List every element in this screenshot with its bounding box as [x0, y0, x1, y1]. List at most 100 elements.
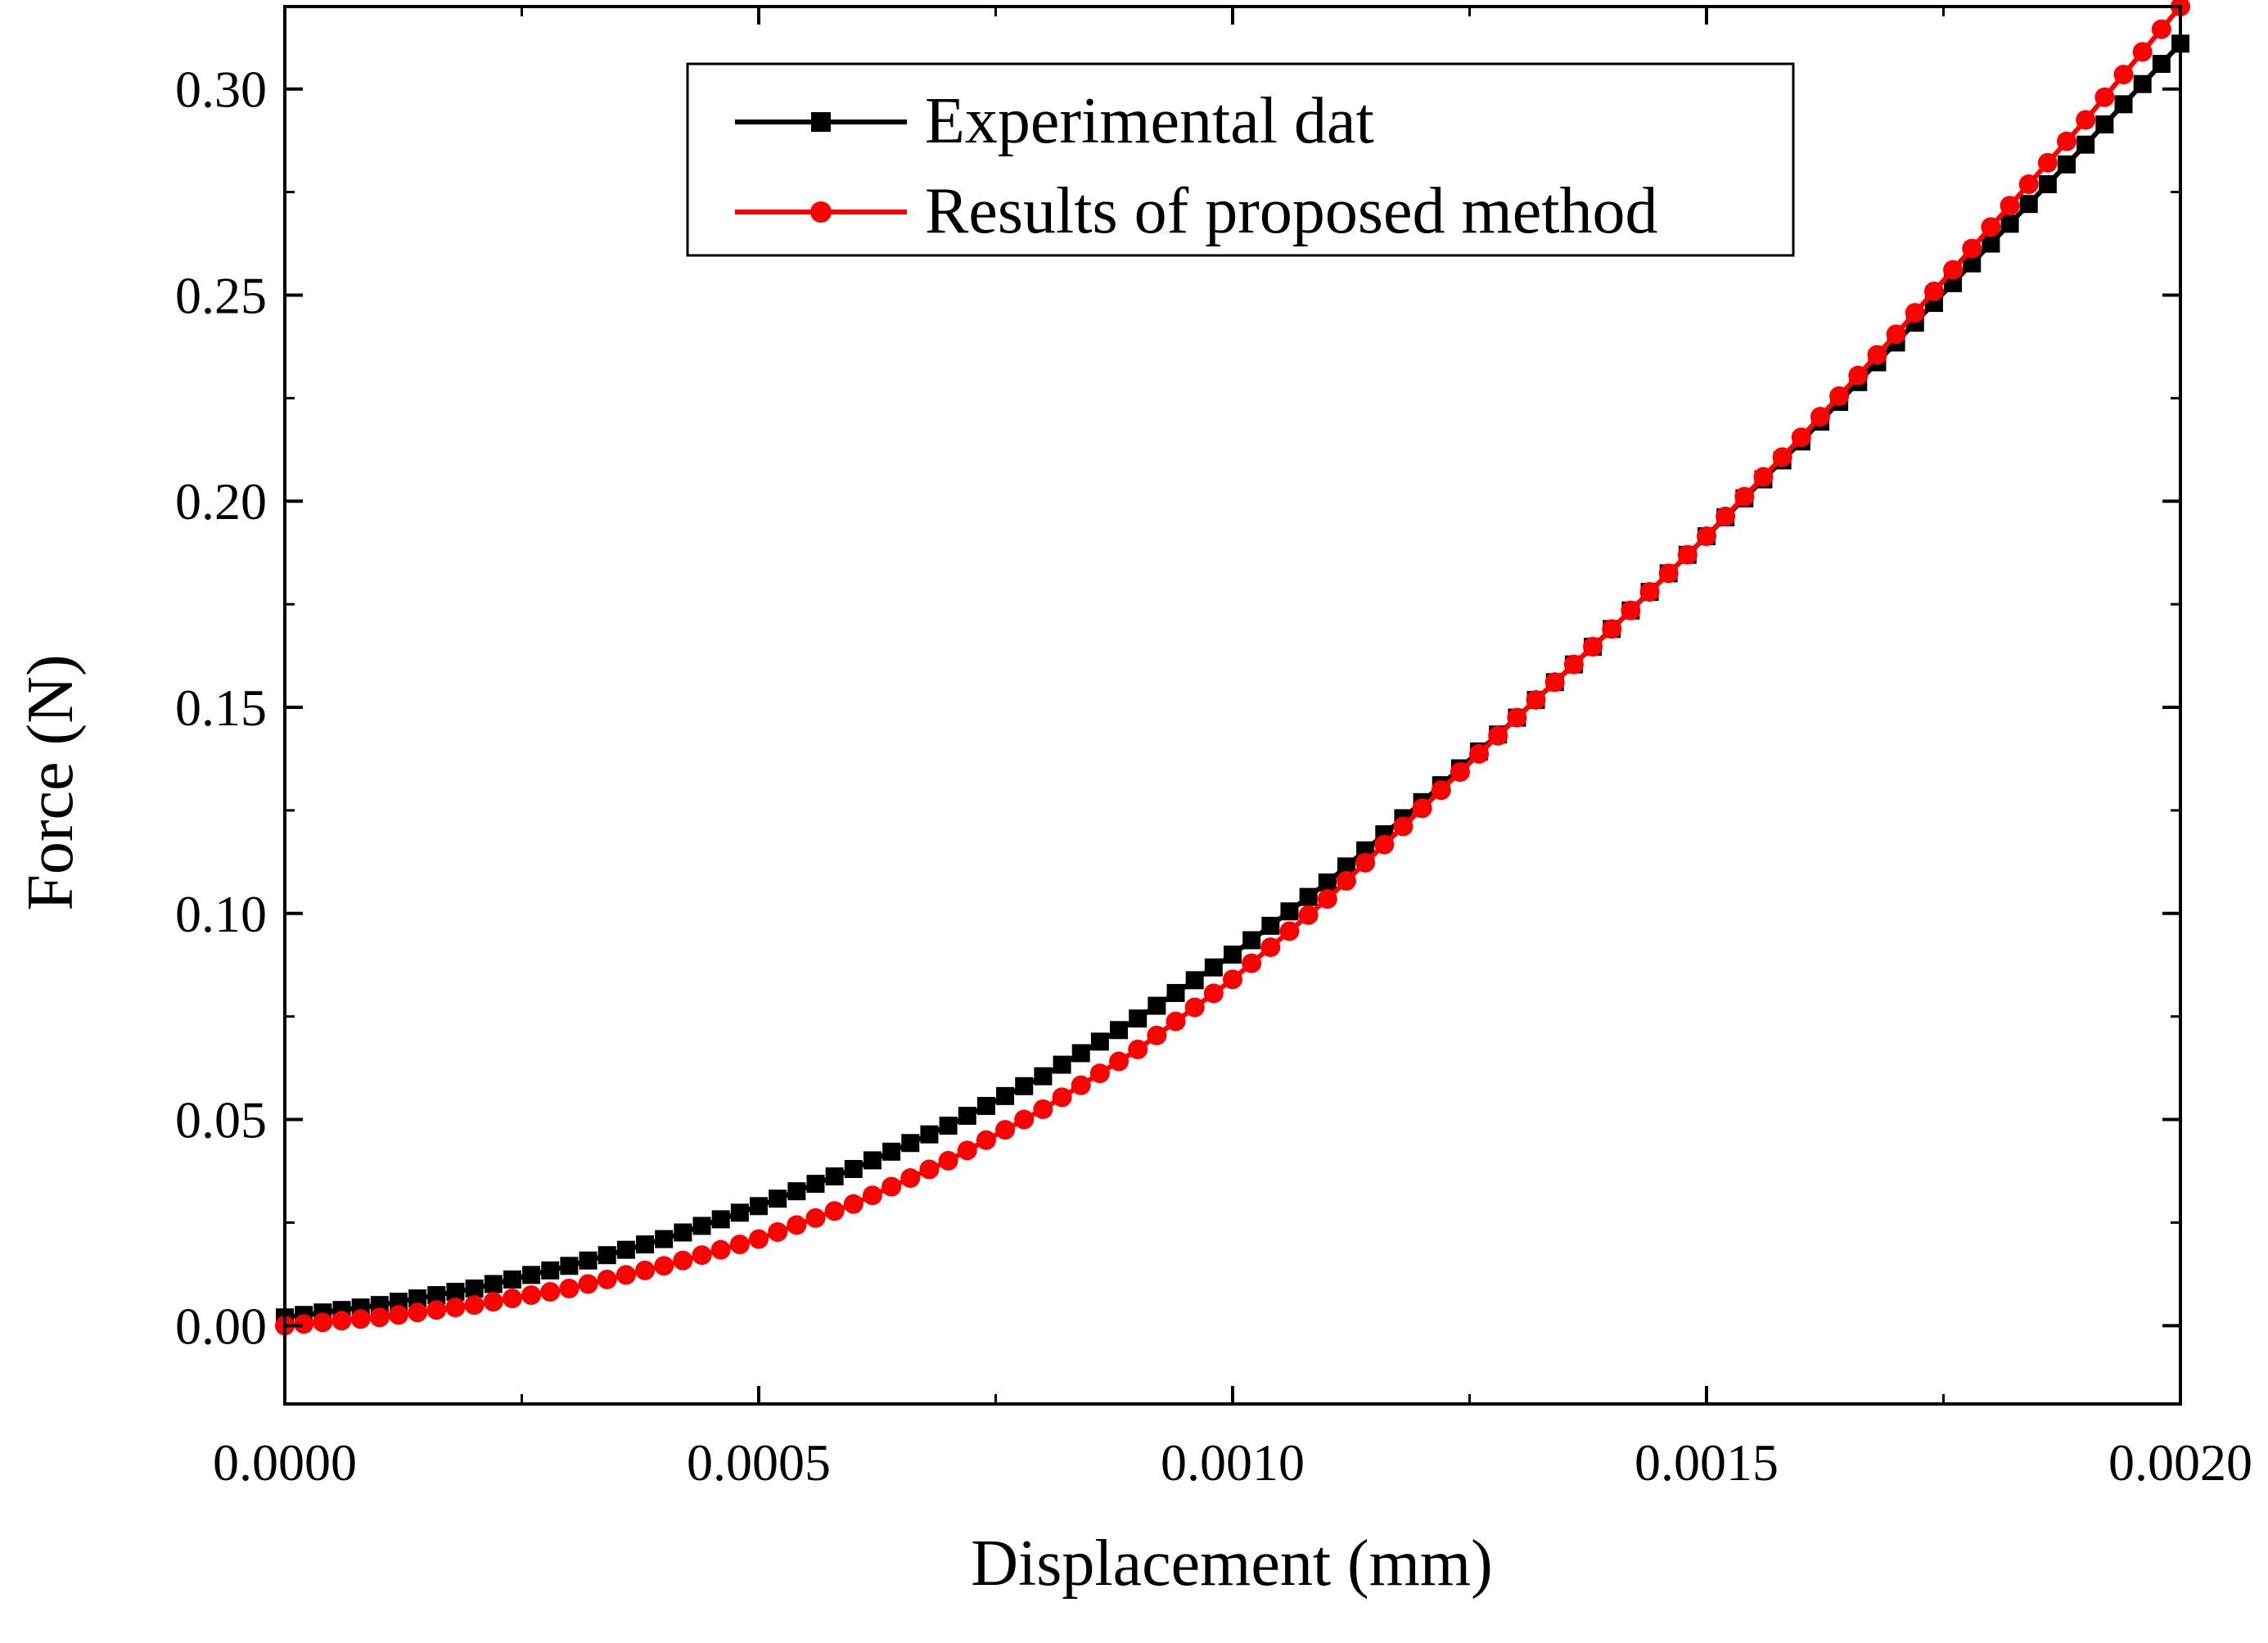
- data-point: [350, 1309, 371, 1329]
- data-point: [522, 1266, 541, 1284]
- data-point: [313, 1312, 333, 1333]
- data-point: [1260, 937, 1281, 958]
- data-point: [1033, 1099, 1053, 1119]
- data-point: [1450, 762, 1470, 783]
- data-point: [388, 1305, 408, 1325]
- data-point: [2113, 65, 2134, 85]
- data-point: [729, 1235, 750, 1255]
- data-point: [1242, 953, 1262, 973]
- data-point: [673, 1250, 693, 1271]
- data-point: [1563, 654, 1584, 675]
- y-tick-label: 0.15: [175, 679, 267, 737]
- x-tick-label: 0.0020: [2108, 1433, 2252, 1492]
- data-point: [900, 1168, 921, 1189]
- data-point: [1658, 563, 1679, 584]
- data-point: [1089, 1063, 1110, 1084]
- data-point: [919, 1159, 940, 1180]
- data-point: [995, 1120, 1016, 1140]
- data-point: [1242, 931, 1261, 950]
- data-point: [579, 1251, 597, 1270]
- x-tick-label: 0.0005: [687, 1433, 831, 1492]
- data-point: [1544, 672, 1565, 693]
- series-layer: [275, 0, 2190, 1336]
- data-point: [2132, 42, 2153, 62]
- data-point: [1981, 217, 2001, 237]
- data-point: [920, 1125, 939, 1144]
- data-point: [710, 1239, 731, 1260]
- data-point: [2095, 115, 2114, 134]
- data-point: [1109, 1051, 1129, 1072]
- data-point: [559, 1279, 579, 1299]
- data-point: [1129, 1009, 1148, 1028]
- data-point: [616, 1240, 635, 1259]
- data-point: [1052, 1087, 1072, 1108]
- data-point: [408, 1302, 428, 1323]
- data-point: [2000, 196, 2020, 216]
- y-tick-label: 0.20: [175, 472, 267, 530]
- data-point: [862, 1185, 882, 1206]
- data-point: [976, 1096, 995, 1115]
- data-point: [1279, 921, 1300, 941]
- data-point: [1697, 526, 1716, 547]
- data-point: [1204, 958, 1223, 977]
- data-point: [1431, 780, 1451, 801]
- data-point: [560, 1257, 579, 1275]
- data-point: [426, 1300, 447, 1320]
- data-point: [844, 1159, 863, 1178]
- data-point: [1412, 798, 1432, 819]
- y-tick-label: 0.25: [175, 266, 267, 324]
- data-point: [787, 1215, 807, 1235]
- data-point: [1071, 1044, 1090, 1063]
- data-point: [2057, 131, 2077, 151]
- data-point: [882, 1142, 901, 1161]
- data-point: [2019, 195, 2038, 214]
- data-point: [1716, 506, 1736, 526]
- data-point: [1203, 983, 1224, 1004]
- data-point: [541, 1261, 560, 1280]
- data-point: [1867, 345, 1887, 365]
- data-point: [2018, 174, 2039, 195]
- data-point: [692, 1245, 712, 1266]
- data-point: [1583, 636, 1603, 657]
- data-point: [824, 1201, 845, 1221]
- legend-label-proposed: Results of proposed method: [925, 175, 1657, 247]
- data-point: [408, 1289, 427, 1308]
- data-point: [2058, 155, 2076, 174]
- data-point: [294, 1314, 314, 1334]
- x-tick-label: 0.0010: [1161, 1433, 1305, 1492]
- data-point: [465, 1280, 484, 1298]
- data-point: [750, 1197, 768, 1216]
- data-point: [1469, 743, 1490, 764]
- data-point: [1791, 427, 1811, 448]
- data-point: [2151, 19, 2171, 39]
- data-point: [863, 1151, 881, 1170]
- legend: Experimental dat Results of proposed met…: [686, 62, 1795, 257]
- data-point: [1261, 916, 1280, 935]
- data-point: [825, 1167, 844, 1186]
- data-point: [1090, 1032, 1109, 1051]
- x-axis-title: Displacement (mm): [971, 1528, 1493, 1600]
- data-point: [484, 1275, 503, 1293]
- data-point: [881, 1176, 902, 1197]
- data-point: [1071, 1075, 1091, 1095]
- data-point: [1128, 1039, 1148, 1059]
- data-point: [1848, 365, 1869, 386]
- data-point: [1015, 1077, 1034, 1095]
- data-point: [1488, 725, 1508, 746]
- data-point: [1298, 905, 1319, 925]
- y-tick-label: 0.00: [175, 1297, 267, 1355]
- y-axis-title: Force (N): [15, 654, 87, 910]
- data-point: [1829, 386, 1850, 406]
- data-point: [1639, 582, 1660, 603]
- data-point: [1280, 902, 1299, 921]
- data-point: [958, 1107, 976, 1126]
- data-point: [654, 1256, 674, 1276]
- data-point: [711, 1210, 730, 1229]
- data-point: [768, 1222, 788, 1243]
- data-point: [1602, 619, 1622, 639]
- data-point: [957, 1140, 977, 1161]
- data-point: [1336, 871, 1356, 891]
- data-point: [1184, 997, 1205, 1018]
- data-point: [1810, 407, 1830, 427]
